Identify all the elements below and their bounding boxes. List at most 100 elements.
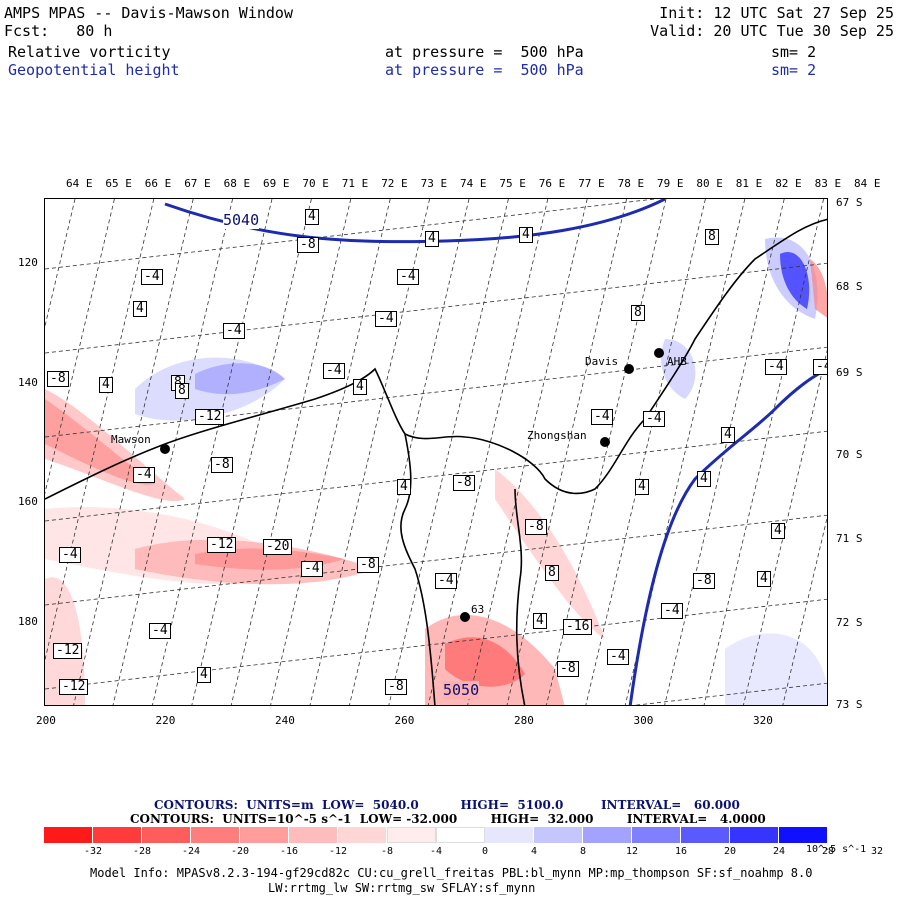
station-mawson-dot [160,444,170,454]
colorbar-units: 10^-5 s^-1 [806,844,867,855]
field2-level: at pressure = 500 hPa [385,61,584,79]
y-tick-label: 160 [18,495,38,508]
vorticity-label: 4 [721,427,735,443]
vorticity-label: -16 [563,619,593,635]
x-tick-label: 260 [394,714,415,727]
colorbar-cell [338,827,387,843]
longitude-label: 70 E [302,177,329,190]
vorticity-label: -12 [53,643,83,659]
x-tick-label: 200 [36,714,56,727]
vorticity-label: -20 [263,539,293,555]
colorbar-label: 8 [579,846,587,857]
vorticity-label: -12 [207,537,237,553]
x-tick-label: 220 [155,714,176,727]
legend-height-contours: CONTOURS: UNITS=m LOW= 5040.0 HIGH= 5100… [154,798,740,812]
init-time: Init: 12 UTC Sat 27 Sep 25 [659,4,894,22]
colorbar-label: 24 [772,846,786,857]
longitude-label: 64 E [66,177,93,190]
colorbar-cell [191,827,240,843]
colorbar-cell [583,827,632,843]
vorticity-label: -4 [813,359,827,375]
vorticity-label: 8 [705,229,719,245]
colorbar-cell [779,827,828,843]
station-zhongshan-dot [600,437,610,447]
x-tick-label: 280 [514,714,534,727]
longitude-label: 71 E [341,177,369,190]
colorbar-label: 4 [530,846,538,857]
longitude-label: 76 E [538,177,566,190]
longitude-label: 80 E [696,177,723,190]
colorbar-label: -32 [83,846,103,857]
colorbar-label: -20 [230,846,250,857]
vorticity-label: -4 [141,269,163,285]
field2-name: Geopotential height [8,61,180,79]
vorticity-label: -4 [149,623,171,639]
longitude-label: 79 E [657,177,684,190]
longitude-label: 74 E [460,177,487,190]
longitude-label: 78 E [617,177,645,190]
colorbar-label: 32 [870,846,884,857]
colorbar-cell [93,827,142,843]
vorticity-label: -4 [301,561,323,577]
vorticity-label: 4 [635,479,649,495]
station-ahb-dot [654,348,664,358]
longitude-label: 82 E [775,177,802,190]
colorbar-cell [142,827,191,843]
height-label-5040: 5040 [223,211,260,229]
colorbar-label: 0 [481,846,489,857]
vorticity-label: -8 [557,661,579,677]
latitude-label: 71 S [836,532,863,545]
latitude-label: 67 S [836,196,863,209]
vorticity-label: 4 [353,379,367,395]
vorticity-label: -8 [525,519,547,535]
vorticity-label: -8 [385,679,407,695]
vorticity-label: -4 [133,467,155,483]
longitude-label: 69 E [263,177,290,190]
vorticity-label: -4 [397,269,419,285]
vorticity-label: -4 [591,409,613,425]
latitude-label: 68 S [836,280,863,293]
x-tick-label: 320 [753,714,773,727]
longitude-label: 68 E [223,177,251,190]
vorticity-label: -4 [643,411,665,427]
y-tick-label: 140 [18,375,38,389]
longitude-label: 83 E [814,177,842,190]
x-tick-label: 300 [633,714,654,727]
vorticity-label: 4 [197,667,211,683]
vorticity-label: -8 [453,475,475,491]
longitude-label: 73 E [420,177,448,190]
y-tick-label: 180 [18,614,38,628]
vorticity-label: 4 [771,523,785,539]
colorbar-label: 28 [821,846,835,857]
vorticity-label: -8 [693,573,715,589]
map-panel: Mawson Davis Zhongshan AHB 63 5040 5050 … [44,198,828,706]
y-tick-label: 120 [18,256,38,269]
colorbar-cell [681,827,730,843]
x-tick-label: 240 [275,714,295,727]
colorbar-cell [730,827,779,843]
station-63-dot [460,612,470,622]
vorticity-label: -12 [195,409,225,425]
vorticity-label: 4 [305,209,319,225]
vorticity-label: -4 [59,547,81,563]
colorbar-label: -4 [429,846,443,857]
latitude-label: 73 S [836,698,863,711]
longitude-label: 72 E [381,177,408,190]
model-info: Model Info: MPASv8.2.3-194-gf29cd82c CU:… [90,866,813,880]
colorbar-label: 12 [625,846,639,857]
station-zhongshan: Zhongshan [527,429,587,442]
model-info-line2: LW:rrtmg_lw SW:rrtmg_sw SFLAY:sf_mynn [268,881,536,895]
vorticity-label: 4 [697,471,711,487]
vorticity-label: 4 [757,571,771,587]
longitude-label: 84 E [854,177,881,190]
vorticity-label: -4 [661,603,683,619]
colorbar-cell [436,827,485,843]
vorticity-label: 8 [545,565,559,581]
vorticity-label: 8 [175,383,189,399]
vorticity-label: 4 [133,301,147,317]
vorticity-label: -4 [375,311,397,327]
colorbar-label: 20 [723,846,737,857]
vorticity-label: 4 [397,479,411,495]
vorticity-shading [45,237,827,705]
vorticity-label: -4 [223,323,245,339]
